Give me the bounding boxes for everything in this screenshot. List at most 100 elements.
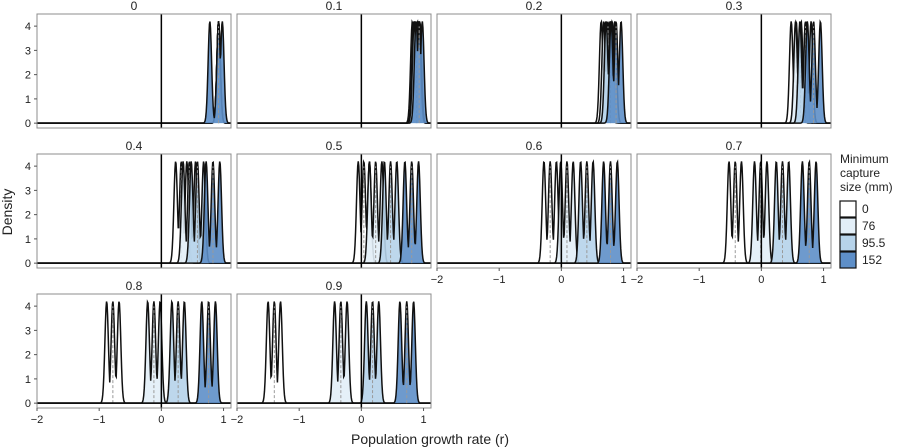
density-line-152 [37,21,231,124]
panel-0: 0 0 1 2 3 4 [25,0,232,130]
legend-swatch-95.5 [839,234,857,252]
panels-layer: 0 0 1 2 3 4 0.1 0.2 0.3 0.4 0 1 2 3 4 0.5 0.6 −2 −1 0 1 0.7 −2… [25,0,832,426]
density-area-76 [237,21,431,124]
panel-0.2: 0.2 [436,0,632,129]
y-tick-label: 2 [25,210,31,222]
legend-label-152: 152 [862,253,882,267]
density-area-152 [237,301,431,404]
x-tick-label: −2 [631,274,644,286]
panel-0.1: 0.1 [236,0,432,129]
density-area-76 [37,21,231,124]
x-tick-label: −1 [693,274,706,286]
panel-frame [236,13,432,129]
y-tick-label: 4 [25,301,31,313]
x-tick-label: 1 [820,274,826,286]
x-tick-label: −1 [293,414,306,426]
density-area-95.5 [37,301,231,404]
legend-label-0: 0 [862,202,869,216]
panel-plot-area [437,159,631,264]
legend-label-76: 76 [862,219,876,233]
panel-frame [636,153,832,269]
panel-plot-area [37,21,231,124]
density-area-0 [237,21,431,124]
density-line-152 [237,21,431,124]
x-tick-label: 1 [220,414,226,426]
panel-title: 0.8 [126,279,143,293]
x-tick-label: 0 [758,274,764,286]
legend-swatch-76 [839,217,857,235]
panel-0.9: 0.9 −2 −1 0 1 [231,279,432,426]
panel-frame [636,13,832,129]
panel-0.7: 0.7 −2 −1 0 1 [631,139,832,286]
density-line-152 [637,19,831,124]
y-axis-label: Density [0,189,15,236]
panel-frame [36,13,232,129]
panel-frame [236,153,432,269]
density-area-152 [437,161,631,264]
panel-title: 0.4 [126,139,143,153]
density-area-152 [637,21,831,124]
density-area-152 [637,161,831,264]
density-area-95.5 [37,21,231,124]
density-area-0 [637,161,831,264]
y-tick-label: 3 [25,185,31,197]
panel-plot-area [37,299,231,404]
y-tick-label: 1 [25,234,31,246]
x-tick-label: −1 [93,414,106,426]
panel-frame [436,13,632,129]
x-tick-label: 0 [158,414,164,426]
panel-title: 0.6 [526,139,543,153]
panel-plot-area [37,160,231,264]
x-tick-label: −1 [493,274,506,286]
y-tick-label: 4 [25,161,31,173]
density-line-152 [637,159,831,264]
panel-0.4: 0.4 0 1 2 3 4 [25,139,232,270]
y-tick-label: 2 [25,70,31,82]
density-line-76 [37,21,231,124]
density-area-0 [37,21,231,124]
x-tick-label: −2 [431,274,444,286]
y-tick-label: 1 [25,374,31,386]
panel-plot-area [237,300,431,404]
x-tick-label: 1 [620,274,626,286]
x-axis-label: Population growth rate (r) [351,431,509,447]
density-line-0 [237,19,431,124]
panel-frame [36,153,232,269]
y-tick-label: 4 [25,21,31,33]
density-area-95.5 [237,161,431,264]
density-line-0 [37,21,231,124]
panel-frame [36,293,232,409]
y-tick-label: 3 [25,45,31,57]
x-tick-label: 0 [558,274,564,286]
panel-title: 0.1 [326,0,343,13]
y-tick-label: 1 [25,94,31,106]
density-area-0 [637,21,831,124]
panel-0.6: 0.6 −2 −1 0 1 [431,139,632,286]
density-area-95.5 [437,161,631,264]
density-line-95.5 [237,20,431,124]
legend-title-line: capture [840,166,880,180]
y-tick-label: 3 [25,325,31,337]
legend-label-95.5: 95.5 [862,236,886,250]
panel-plot-area [237,19,431,124]
panel-title: 0.5 [326,139,343,153]
density-line-152 [237,160,431,264]
x-tick-label: 1 [420,414,426,426]
density-line-152 [437,159,631,264]
density-area-152 [37,21,231,124]
density-area-152 [37,161,231,264]
legend-title-line: Minimum [840,152,889,166]
panel-plot-area [637,159,831,264]
density-area-152 [237,21,431,124]
x-tick-label: 0 [358,414,364,426]
density-area-152 [37,301,231,404]
density-area-76 [237,301,431,404]
density-line-76 [237,21,431,124]
x-tick-label: −2 [231,414,244,426]
y-tick-label: 0 [25,398,31,410]
legend-title-line: size (mm) [840,180,893,194]
panel-title: 0.9 [326,279,343,293]
legend-swatch-0 [839,200,857,218]
